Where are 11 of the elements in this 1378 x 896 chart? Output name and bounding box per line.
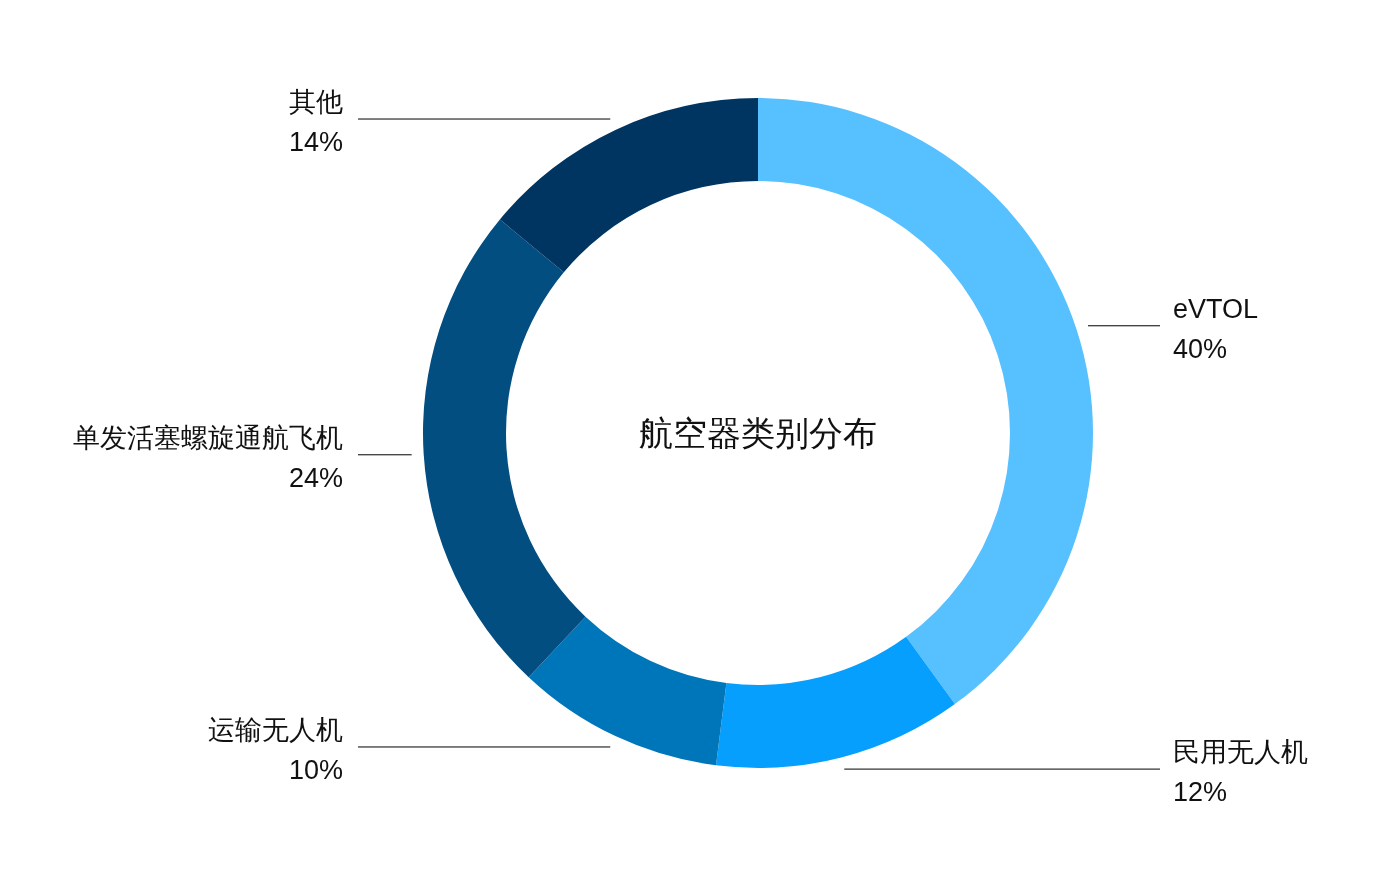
slice-label: eVTOL <box>1173 293 1259 324</box>
slice-label: 单发活塞螺旋通航飞机 <box>73 422 343 453</box>
slice-label: 运输无人机 <box>208 714 343 745</box>
data-label: 40% <box>1173 333 1228 364</box>
data-label: 24% <box>288 462 343 493</box>
text: 航空器类别分布 <box>639 414 877 452</box>
data-label: 14% <box>288 127 343 158</box>
data-label: 10% <box>288 754 343 785</box>
slice-label: 民用无人机 <box>1173 737 1308 768</box>
slice-label: 其他 <box>289 87 343 118</box>
data-label: 12% <box>1173 777 1228 808</box>
